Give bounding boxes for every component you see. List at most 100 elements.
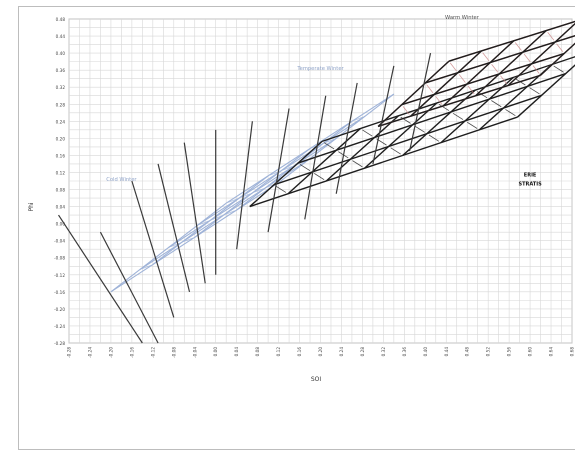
temperate-cell-diagonal <box>314 173 325 180</box>
temperate-cell-diagonal <box>467 121 478 129</box>
warm-cell-diagonal <box>458 74 466 83</box>
cold-cell-diagonal <box>353 116 364 121</box>
warm-cell-diagonal <box>547 31 555 41</box>
y-tick-label: 0.12 <box>56 170 66 175</box>
x-tick-label: -0.16 <box>129 347 134 358</box>
steep-line <box>372 65 395 165</box>
x-tick-label: 0.64 <box>549 347 554 357</box>
temperate-isoline <box>287 128 361 195</box>
temperate-cell-diagonal <box>390 147 401 155</box>
temperate-cell-diagonal <box>505 109 516 117</box>
cold-cell-diagonal <box>183 237 193 242</box>
y-tick-label: 0.44 <box>56 34 66 39</box>
chart-frame: -0.28 -0.24 -0.20 -0.16 -0.12 -0.08 -0.04 0.00 0… <box>18 6 575 450</box>
annotation-label: ERIE <box>524 173 537 179</box>
warm-cell-diagonal <box>523 53 531 63</box>
y-tick-label: 0.24 <box>56 119 66 124</box>
y-tick-label: 0.40 <box>56 51 66 56</box>
cold-cell-diagonal <box>254 188 264 193</box>
temperate-cell-diagonal <box>362 129 373 137</box>
temperate-cell-diagonal <box>491 100 502 108</box>
temperate-isoline <box>517 64 575 118</box>
temperate-cell-diagonal <box>428 134 440 142</box>
temperate-isoline <box>321 56 575 143</box>
cold-cell-diagonal <box>324 138 335 144</box>
cold-cell-diagonal <box>283 166 293 171</box>
y-tick-label: 0.28 <box>56 102 66 107</box>
cold-cell-diagonal <box>199 220 209 225</box>
warm-grid-isoline <box>442 40 515 107</box>
y-tick-label: 0.16 <box>56 153 66 158</box>
temperate-cell-diagonal <box>323 142 335 150</box>
x-tick-label: 0.24 <box>339 347 344 357</box>
x-tick-label: 0.60 <box>528 347 533 357</box>
temperate-isoline <box>297 72 566 164</box>
x-tick-label: 0.12 <box>276 347 281 357</box>
x-tick-label: -0.12 <box>150 347 155 358</box>
x-tick-label: 0.16 <box>297 347 302 357</box>
warm-cell-diagonal <box>449 62 457 72</box>
temperate-isoline <box>402 89 476 156</box>
y-axis-label: Phi <box>28 202 35 211</box>
steep-line <box>304 95 327 220</box>
y-tick-label: -0.08 <box>54 256 65 261</box>
x-tick-label: 0.68 <box>570 347 575 357</box>
temperate-cell-diagonal <box>352 160 363 168</box>
annotation-label: Temperate Winter <box>296 66 344 72</box>
x-tick-label: 0.52 <box>486 347 491 357</box>
temperate-cell-diagonal <box>452 112 464 120</box>
steep-line <box>183 142 206 284</box>
y-tick-label: -0.04 <box>54 239 65 244</box>
temperate-cell-diagonal <box>438 103 450 111</box>
steep-line <box>58 214 143 344</box>
x-tick-label: 0.36 <box>402 347 407 357</box>
steep-lines <box>58 52 432 344</box>
x-tick-label: 0.00 <box>213 347 218 357</box>
isoline-grids <box>110 20 575 293</box>
y-tick-label: -0.16 <box>54 290 65 295</box>
y-tick-label: -0.28 <box>54 341 65 346</box>
temperate-isoline <box>325 115 400 182</box>
warm-cell-diagonal <box>402 106 410 115</box>
annotation-label: Warm Winter <box>445 15 480 21</box>
x-tick-label: 0.28 <box>360 347 365 357</box>
warm-grid-isoline <box>507 22 575 87</box>
annotations: Cold Winter Temperate Winter Warm Winter ER… <box>106 15 542 187</box>
x-tick-label: 0.04 <box>234 347 239 357</box>
cold-cell-diagonal <box>141 264 152 270</box>
x-tick-label: -0.04 <box>192 347 197 358</box>
warm-cell-diagonal <box>467 85 475 95</box>
temperate-isoline <box>249 140 323 208</box>
cold-isoline <box>110 202 227 293</box>
temperate-cell-diagonal <box>299 164 311 172</box>
cold-isoline <box>278 93 395 184</box>
cold-cell-diagonal <box>228 198 238 203</box>
warm-grid-isoline <box>475 29 547 97</box>
warm-cell-diagonal <box>435 95 443 105</box>
x-tick-label: 0.44 <box>444 347 449 357</box>
cold-isoline <box>152 175 269 265</box>
y-tick-label: 0.00 <box>56 222 66 227</box>
warm-cell-diagonal <box>482 52 490 62</box>
y-tick-label: -0.12 <box>54 273 65 278</box>
warm-cell-diagonal <box>556 43 564 53</box>
x-tick-label: -0.20 <box>108 347 113 358</box>
steep-line <box>131 180 175 318</box>
temperate-cell-diagonal <box>529 87 540 95</box>
temperate-isoline <box>273 94 542 186</box>
y-tick-label: 0.32 <box>56 85 66 90</box>
temperate-isoline <box>249 116 518 208</box>
x-axis-label: SOI <box>311 376 322 383</box>
steep-line <box>99 231 159 344</box>
steep-line <box>267 108 290 233</box>
x-tick-label: 0.56 <box>507 347 512 357</box>
x-tick-label: -0.24 <box>87 347 92 358</box>
steep-line <box>335 82 358 194</box>
cold-cell-diagonal <box>225 210 235 215</box>
x-tick-label: 0.20 <box>318 347 323 357</box>
y-tick-label: 0.48 <box>56 17 66 22</box>
warm-grid-isoline <box>377 74 541 128</box>
x-tick-label: -0.28 <box>67 347 72 358</box>
x-tick-label: 0.08 <box>255 347 260 357</box>
annotation-label: Cold Winter <box>106 177 137 183</box>
